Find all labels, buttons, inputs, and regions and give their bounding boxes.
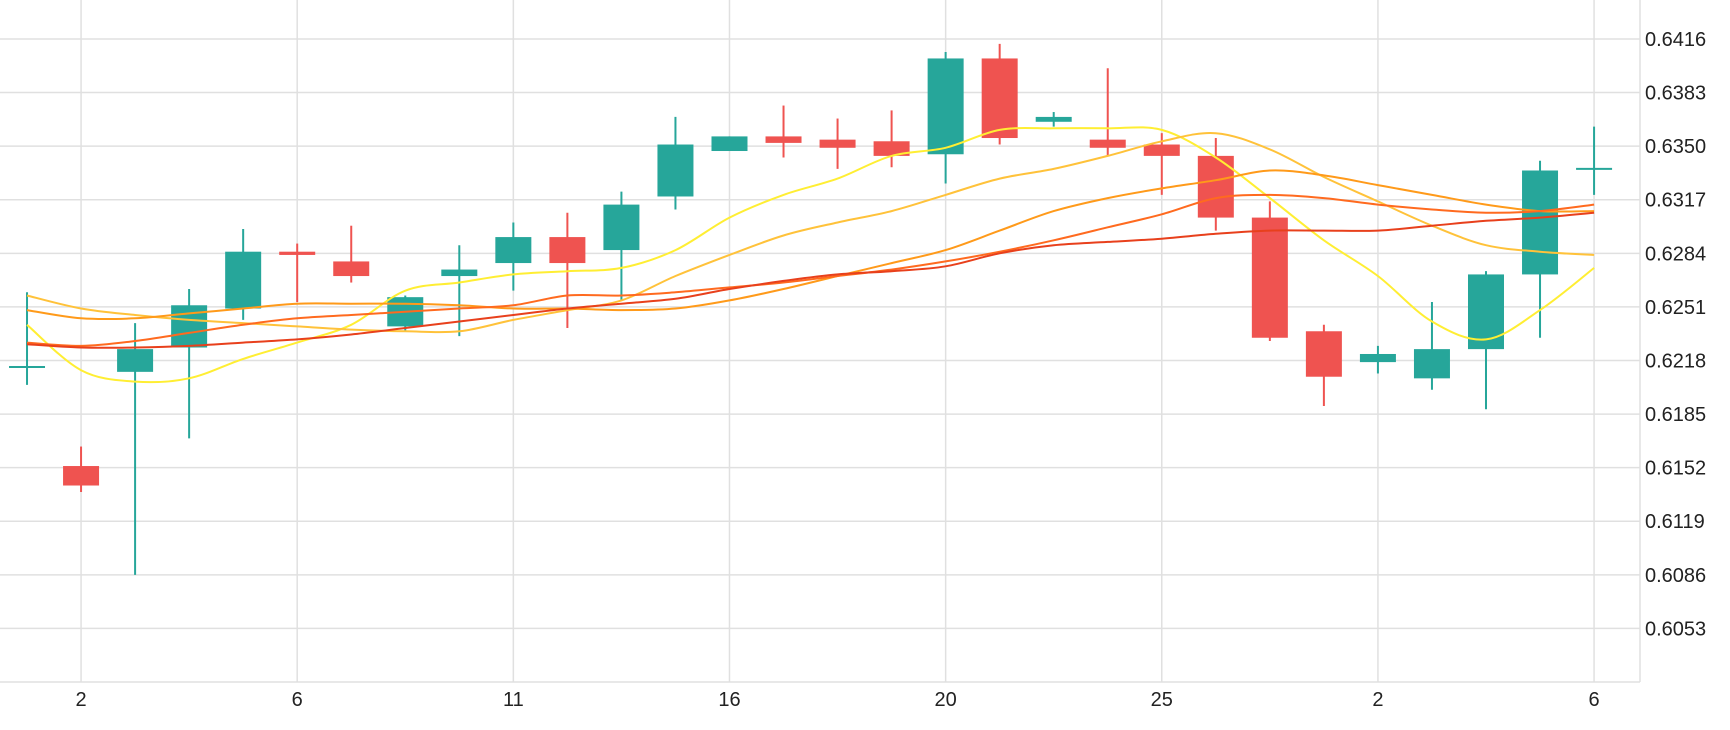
candle (1143, 133, 1180, 195)
candle (1089, 68, 1126, 156)
candle (1522, 160, 1559, 338)
moving-average-line (26, 193, 1595, 347)
y-tick-label: 0.6383 (1645, 83, 1706, 105)
candle (657, 116, 694, 210)
candle-body (63, 466, 100, 486)
candle (225, 228, 262, 320)
y-tick-label: 0.6152 (1645, 458, 1706, 480)
candle (819, 118, 856, 169)
y-tick-label: 0.6317 (1645, 190, 1706, 212)
candle (1305, 324, 1342, 406)
candle (1413, 302, 1450, 390)
candle (1251, 201, 1288, 341)
candle-body (1251, 217, 1288, 338)
candle-body (981, 58, 1018, 139)
candle (765, 105, 802, 158)
candle-body (495, 237, 532, 264)
moving-average-lines (26, 126, 1595, 384)
candle-body (333, 261, 370, 277)
gridlines (0, 0, 1641, 683)
y-tick-label: 0.6218 (1645, 350, 1706, 372)
x-tick-label: 25 (1151, 689, 1173, 711)
moving-average-line (26, 126, 1595, 384)
candle-body (927, 58, 964, 155)
candle-body (873, 141, 910, 156)
y-tick-label: 0.6416 (1645, 29, 1706, 51)
candle (981, 43, 1018, 145)
candle-body (819, 139, 856, 148)
moving-average-line (26, 169, 1595, 321)
moving-average-line (26, 211, 1595, 349)
candle-body (1413, 349, 1450, 379)
y-tick-label: 0.6086 (1645, 565, 1706, 587)
candle (495, 222, 532, 291)
candle (1576, 126, 1613, 195)
candle-body (1359, 353, 1396, 363)
candle-body (603, 204, 640, 251)
x-tick-label: 11 (503, 689, 524, 711)
candle (927, 51, 964, 184)
y-tick-label: 0.6053 (1645, 618, 1706, 640)
candle-body (117, 349, 154, 372)
candle (9, 292, 46, 385)
candle-body (279, 251, 316, 255)
candle (1359, 345, 1396, 374)
x-tick-label: 20 (935, 689, 957, 711)
candle (873, 110, 910, 168)
candle-body (765, 136, 802, 143)
candle-body (549, 237, 586, 264)
candle (63, 446, 100, 493)
candle (117, 323, 154, 575)
x-tick-label: 2 (75, 689, 86, 711)
candle (603, 191, 640, 301)
x-tick-label: 6 (292, 689, 303, 711)
candle-body (225, 251, 262, 309)
candle-body (1467, 274, 1504, 350)
y-tick-label: 0.6119 (1645, 511, 1705, 533)
moving-average-line (26, 131, 1595, 334)
y-tick-label: 0.6185 (1645, 404, 1706, 426)
candle-body (1305, 331, 1342, 377)
candle-body (1089, 139, 1126, 148)
axes: 0.6053 0.6086 0.6119 0.6152 0.6185 0.6218 0.62… (75, 29, 1706, 711)
y-tick-label: 0.6251 (1645, 297, 1706, 319)
candle-body (1035, 116, 1072, 122)
candle (711, 136, 748, 152)
candle (279, 243, 316, 303)
candle-body (657, 144, 694, 197)
x-tick-label: 16 (718, 689, 740, 711)
candle (1197, 138, 1234, 231)
candle-body (711, 136, 748, 152)
candle-body (1143, 144, 1180, 156)
x-tick-label: 6 (1589, 689, 1600, 711)
candles (9, 43, 1613, 575)
y-tick-label: 0.6284 (1645, 243, 1706, 265)
candle-body (441, 269, 478, 277)
y-tick-label: 0.6350 (1645, 136, 1706, 158)
candle (333, 225, 370, 283)
x-tick-label: 2 (1372, 689, 1383, 711)
candle-body (1522, 170, 1559, 275)
candle (1035, 112, 1072, 127)
